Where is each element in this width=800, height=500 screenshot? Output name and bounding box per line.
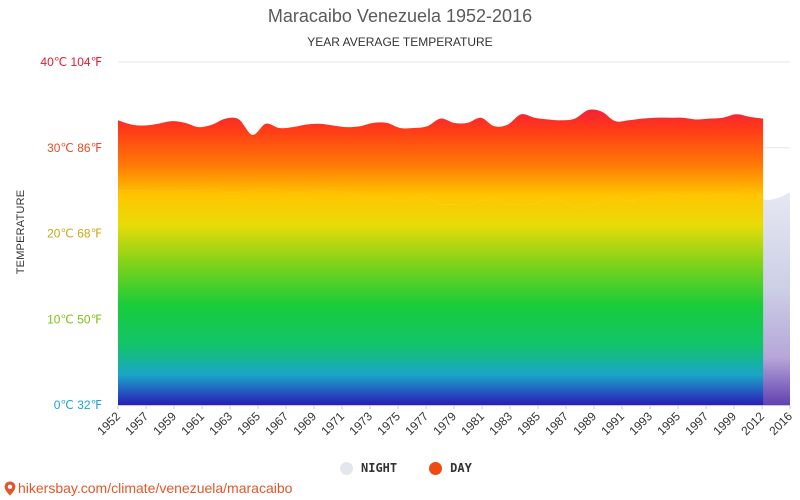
x-tick-label: 1989	[570, 409, 599, 438]
night-line	[118, 188, 764, 209]
x-tick-label: 1971	[318, 409, 347, 438]
night-swatch	[340, 461, 353, 475]
legend: NIGHT DAY	[340, 461, 472, 475]
x-tick-label: 1975	[374, 409, 403, 438]
x-tick-label: 2016	[766, 409, 795, 438]
x-tick-label: 1993	[626, 409, 655, 438]
y-tick-label: 20℃ 68℉	[47, 227, 102, 241]
chart-subtitle: YEAR AVERAGE TEMPERATURE	[307, 35, 493, 49]
y-tick-label: 30℃ 86℉	[47, 141, 102, 155]
x-tick-label: 1961	[178, 409, 207, 438]
x-tick-label: 1983	[486, 409, 515, 438]
source-url: hikersbay.com/climate/venezuela/maracaib…	[18, 480, 293, 496]
y-tick-label: 40℃ 104℉	[40, 55, 102, 69]
day-area	[118, 109, 764, 406]
x-tick-label: 1997	[682, 409, 711, 438]
day-series	[118, 109, 764, 406]
x-tick-label: 1952	[94, 409, 123, 438]
x-tick-label: 1987	[542, 409, 571, 438]
y-tick-label: 10℃ 50℉	[47, 312, 102, 326]
x-tick-label: 1977	[402, 409, 431, 438]
x-tick-label: 1981	[458, 409, 487, 438]
x-tick-label: 1967	[262, 409, 291, 438]
x-tick-label: 1957	[122, 409, 151, 438]
legend-item-day[interactable]: DAY	[429, 461, 472, 475]
x-tick-label: 1985	[514, 409, 543, 438]
legend-item-night[interactable]: NIGHT	[340, 461, 397, 475]
x-tick-label: 1999	[710, 409, 739, 438]
x-tick-label: 1973	[346, 409, 375, 438]
x-tick-label: 1979	[430, 409, 459, 438]
location-pin-icon	[4, 481, 16, 495]
x-tick-label: 1969	[290, 409, 319, 438]
x-tick-label: 1959	[150, 409, 179, 438]
legend-label-day: DAY	[450, 461, 472, 475]
x-tick-label: 2012	[738, 409, 767, 438]
legend-label-night: NIGHT	[361, 461, 398, 475]
day-swatch	[429, 461, 443, 475]
y-tick-label: 0℃ 32℉	[54, 398, 102, 412]
x-tick-label: 1991	[598, 409, 627, 438]
source-link[interactable]: hikersbay.com/climate/venezuela/maracaib…	[4, 480, 292, 496]
chart-title: Maracaibo Venezuela 1952-2016	[267, 6, 533, 26]
x-tick-label: 1963	[206, 409, 235, 438]
x-tick-label: 1995	[654, 409, 683, 438]
x-tick-label: 1965	[234, 409, 263, 438]
